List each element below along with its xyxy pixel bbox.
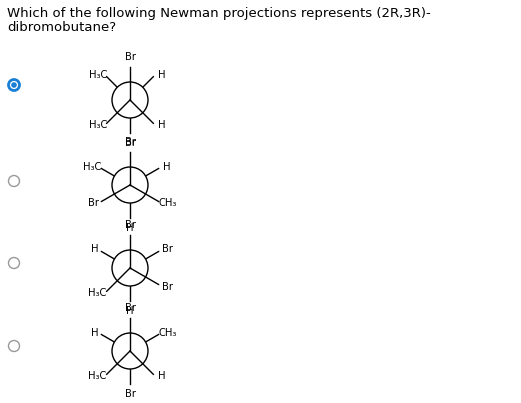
Text: CH₃: CH₃ xyxy=(158,328,177,337)
Text: Br: Br xyxy=(125,52,135,62)
Text: Br: Br xyxy=(162,245,173,255)
Text: H: H xyxy=(157,120,165,130)
Text: Br: Br xyxy=(125,389,135,399)
Text: Br: Br xyxy=(162,282,173,291)
Text: H: H xyxy=(126,223,134,233)
Text: H₃C: H₃C xyxy=(89,371,107,381)
Text: H₃C: H₃C xyxy=(90,70,108,80)
Text: H: H xyxy=(91,328,98,337)
Circle shape xyxy=(112,250,148,286)
Text: Which of the following Newman projections represents (2R,3R)-: Which of the following Newman projection… xyxy=(7,7,431,20)
Text: Br: Br xyxy=(125,220,135,230)
Text: H₃C: H₃C xyxy=(89,288,107,298)
Circle shape xyxy=(112,167,148,203)
Text: H₃C: H₃C xyxy=(90,120,108,130)
Text: H: H xyxy=(91,245,98,255)
Text: Br: Br xyxy=(88,199,99,208)
Text: H: H xyxy=(126,306,134,316)
Text: dibromobutane?: dibromobutane? xyxy=(7,21,116,34)
Text: CH₃: CH₃ xyxy=(158,199,177,208)
Text: Br: Br xyxy=(125,138,135,148)
Text: H: H xyxy=(157,371,165,381)
Text: Br: Br xyxy=(125,137,135,147)
Circle shape xyxy=(11,82,17,88)
Circle shape xyxy=(112,333,148,369)
Text: H₃C: H₃C xyxy=(83,162,102,172)
Text: H: H xyxy=(157,70,165,80)
Text: H: H xyxy=(163,162,170,172)
Text: Br: Br xyxy=(125,303,135,313)
Circle shape xyxy=(112,82,148,118)
